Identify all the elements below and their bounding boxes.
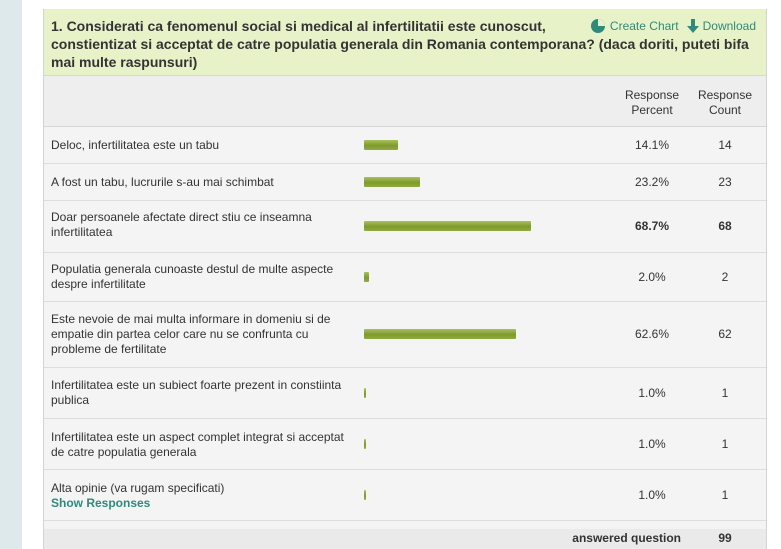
response-percent: 62.6% [634,327,670,341]
table-row: Deloc, infertilitatea este un tabu 14.1%… [44,127,766,164]
response-percent: 1.0% [638,386,666,400]
table-row: Este nevoie de mai multa informare in do… [44,302,766,368]
table-row: Infertilitatea este un subiect foarte pr… [44,368,766,419]
percent-bar [364,221,531,231]
response-percent: 68.7% [634,219,670,233]
response-count: 68 [718,219,732,233]
response-count: 1 [721,437,729,451]
left-page-strip [0,0,22,549]
table-row: A fost un tabu, lucrurile s-au mai schim… [44,164,766,201]
response-percent-header: Response Percent [624,88,680,117]
percent-bar [364,177,420,187]
response-percent: 1.0% [638,437,666,451]
answered-question-count: 99 [718,531,732,545]
response-count: 1 [721,488,729,502]
response-count-header: Response Count [697,88,753,117]
table-row: Alta opinie (va rugam specificati) Show … [44,470,766,521]
download-arrow-icon [686,19,699,33]
answer-label: Deloc, infertilitatea este un tabu [51,138,220,152]
question-header: 1. Considerati ca fenomenul social si me… [44,9,766,76]
response-count: 23 [718,175,732,189]
response-percent: 23.2% [634,175,670,189]
percent-bar [364,388,366,398]
response-count: 62 [718,327,732,341]
answer-label: A fost un tabu, lucrurile s-au mai schim… [51,175,274,189]
table-row: Infertilitatea este un aspect complet in… [44,419,766,470]
percent-bar [364,272,369,282]
answer-label-text: Alta opinie (va rugam specificati) [51,481,225,495]
response-percent: 14.1% [634,138,670,152]
response-percent: 2.0% [638,270,666,284]
answered-question-footer: answered question 99 [44,529,766,549]
table-row: Populatia generala cunoaste destul de mu… [44,253,766,302]
response-count: 1 [721,386,729,400]
answer-label: Infertilitatea este un aspect complet in… [51,430,344,459]
question-panel: 1. Considerati ca fenomenul social si me… [43,9,767,549]
percent-bar [364,329,516,339]
response-percent: 1.0% [638,488,666,502]
pie-chart-icon [590,19,605,33]
download-label: Download [702,19,756,33]
answer-label: Doar persoanele afectate direct stiu ce … [51,210,312,239]
response-count: 14 [718,138,732,152]
create-chart-label: Create Chart [609,19,679,33]
table-row: Doar persoanele afectate direct stiu ce … [44,201,766,253]
response-count: 2 [721,270,729,284]
answer-label: Este nevoie de mai multa informare in do… [51,312,331,356]
answer-label: Alta opinie (va rugam specificati) Show … [51,481,351,511]
create-chart-button[interactable]: Create Chart [590,18,679,34]
percent-bar [364,439,366,449]
question-actions: Create Chart Download [590,16,756,36]
percent-bar [364,490,366,500]
question-title: 1. Considerati ca fenomenul social si me… [51,18,749,70]
answer-label: Infertilitatea este un subiect foarte pr… [51,378,342,407]
answer-label: Populatia generala cunoaste destul de mu… [51,262,334,291]
show-responses-link[interactable]: Show Responses [51,496,151,510]
percent-bar [364,140,398,150]
answered-question-label: answered question [572,531,681,545]
download-button[interactable]: Download [686,18,756,34]
table-header: Response Percent Response Count [44,76,766,127]
